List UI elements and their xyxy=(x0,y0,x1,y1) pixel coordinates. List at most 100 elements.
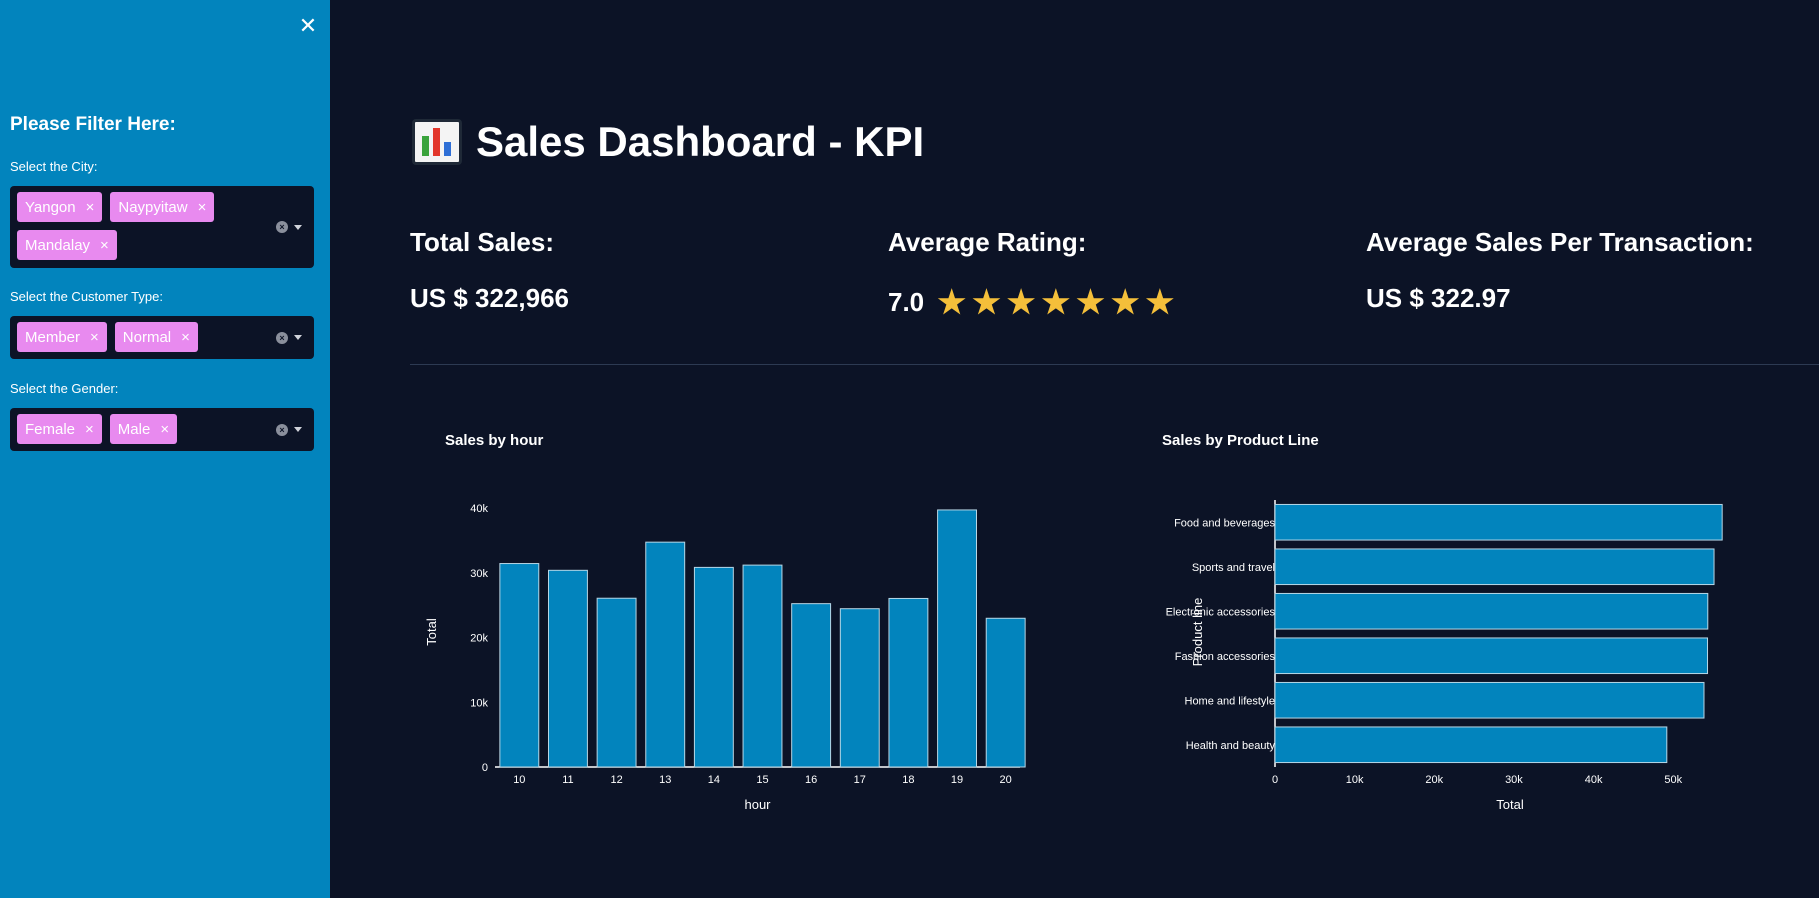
bar[interactable] xyxy=(742,564,783,768)
page-title: Sales Dashboard - KPI xyxy=(412,118,924,166)
clear-all-icon[interactable]: × xyxy=(276,221,288,233)
total-sales-title: Total Sales: xyxy=(410,227,555,257)
bar[interactable] xyxy=(596,597,637,768)
x-tick-label: 0 xyxy=(1272,774,1278,786)
y-tick-label: Electronic accessories xyxy=(1166,606,1276,618)
x-tick-label: 10k xyxy=(1346,774,1364,786)
star-icon: ★ xyxy=(1110,284,1140,320)
chevron-down-icon[interactable] xyxy=(294,427,302,432)
bar-chart-icon xyxy=(412,119,462,165)
city-tag: Yangon × xyxy=(17,192,103,222)
customer-type-tag: Member × xyxy=(17,322,107,352)
gender-multiselect[interactable]: Female × Male × × xyxy=(10,408,314,451)
divider xyxy=(410,364,1819,365)
page-title-text: Sales Dashboard - KPI xyxy=(476,118,925,165)
total-sales-value: US $ 322,966 xyxy=(410,283,570,313)
sales-by-hour-title: Sales by hour xyxy=(445,432,544,449)
bar[interactable] xyxy=(499,563,540,768)
bar[interactable] xyxy=(1274,637,1709,675)
x-tick-label: 13 xyxy=(659,774,671,786)
x-tick-label: 19 xyxy=(951,774,963,786)
bar[interactable] xyxy=(1274,592,1709,630)
y-tick-label: 30k xyxy=(470,568,488,580)
avg-transaction-title: Average Sales Per Transaction: xyxy=(1366,227,1754,257)
x-tick-label: 11 xyxy=(562,774,573,786)
clear-all-icon[interactable]: × xyxy=(276,423,288,436)
y-axis-label: Product line xyxy=(1190,598,1205,667)
avg-rating-value-row: 7.0 ★ ★ ★ ★ ★ ★ ★ xyxy=(888,283,1174,321)
bar[interactable] xyxy=(645,541,686,768)
filter-heading: Please Filter Here: xyxy=(10,114,176,135)
y-tick-label: Fashion accessories xyxy=(1175,651,1276,663)
tag-label: Female xyxy=(25,420,76,438)
gender-tag: Male × xyxy=(109,414,178,444)
y-axis-label: Total xyxy=(424,618,439,646)
bar[interactable] xyxy=(693,566,734,768)
x-tick-label: 50k xyxy=(1664,774,1682,786)
star-icon: ★ xyxy=(972,284,1001,320)
x-tick-label: 12 xyxy=(610,774,622,786)
tag-remove-icon[interactable]: × xyxy=(100,236,109,254)
clear-all-icon[interactable]: × xyxy=(276,331,288,344)
tag-label: Member xyxy=(25,328,81,346)
tag-remove-icon[interactable]: × xyxy=(90,328,99,346)
avg-rating-value: 7.0 xyxy=(888,287,925,317)
x-tick-label: 17 xyxy=(854,774,866,786)
bar[interactable] xyxy=(1274,548,1715,586)
city-tag: Naypyitaw × xyxy=(110,192,215,222)
tag-remove-icon[interactable]: × xyxy=(160,420,170,438)
tag-remove-icon[interactable]: × xyxy=(85,198,95,216)
x-tick-label: 15 xyxy=(756,774,768,786)
x-tick-label: 16 xyxy=(805,774,817,786)
gender-tag: Female × xyxy=(17,414,102,444)
star-icon: ★ xyxy=(1145,284,1175,320)
x-tick-label: 10 xyxy=(513,774,525,786)
rating-stars: ★ ★ ★ ★ ★ ★ ★ xyxy=(931,284,1175,320)
star-icon: ★ xyxy=(1006,284,1036,320)
y-tick-label: Health and beauty xyxy=(1186,740,1276,752)
sidebar: ✕ Please Filter Here: Select the City: Y… xyxy=(0,0,330,898)
bar[interactable] xyxy=(1274,681,1705,719)
y-tick-label: 10k xyxy=(470,697,488,709)
tag-remove-icon[interactable]: × xyxy=(181,328,190,346)
tag-label: Naypyitaw xyxy=(118,198,188,216)
avg-transaction-value: US $ 322.97 xyxy=(1366,283,1511,313)
tag-label: Male xyxy=(117,420,151,438)
bar[interactable] xyxy=(888,597,929,768)
city-multiselect[interactable]: Yangon × Naypyitaw × Mandalay × × xyxy=(10,186,314,268)
bar[interactable] xyxy=(1274,726,1668,764)
gender-filter-label: Select the Gender: xyxy=(10,381,119,396)
city-filter-label: Select the City: xyxy=(10,159,98,174)
x-tick-label: 18 xyxy=(902,774,914,786)
customer-type-multiselect[interactable]: Member × Normal × × xyxy=(10,316,314,359)
star-icon: ★ xyxy=(1076,284,1105,320)
chevron-down-icon[interactable] xyxy=(294,224,302,230)
tag-remove-icon[interactable]: × xyxy=(85,420,94,438)
star-icon: ★ xyxy=(1041,284,1071,320)
close-icon[interactable]: ✕ xyxy=(298,13,318,38)
x-tick-label: 14 xyxy=(708,774,720,786)
y-tick-label: Food and beverages xyxy=(1174,517,1275,529)
chevron-down-icon[interactable] xyxy=(294,335,302,340)
bar[interactable] xyxy=(548,569,588,768)
bar[interactable] xyxy=(839,608,880,768)
x-axis-label: hour xyxy=(744,797,771,812)
y-tick-label: Sports and travel xyxy=(1192,562,1275,574)
x-tick-label: 40k xyxy=(1585,774,1603,786)
y-tick-label: 20k xyxy=(470,633,488,645)
tag-label: Yangon xyxy=(25,198,76,216)
bar[interactable] xyxy=(937,509,977,768)
bar[interactable] xyxy=(985,617,1026,768)
city-tag: Mandalay × xyxy=(17,230,117,260)
customer-type-filter-label: Select the Customer Type: xyxy=(10,289,163,304)
customer-type-tag: Normal × xyxy=(114,322,198,352)
tag-remove-icon[interactable]: × xyxy=(197,198,207,216)
bar[interactable] xyxy=(791,603,832,768)
x-axis-label: Total xyxy=(1496,797,1524,812)
x-tick-label: 20 xyxy=(1000,774,1012,786)
bar[interactable] xyxy=(1274,503,1723,541)
y-tick-label: Home and lifestyle xyxy=(1185,695,1276,707)
tag-label: Mandalay xyxy=(25,236,91,254)
avg-rating-title: Average Rating: xyxy=(888,227,1087,257)
